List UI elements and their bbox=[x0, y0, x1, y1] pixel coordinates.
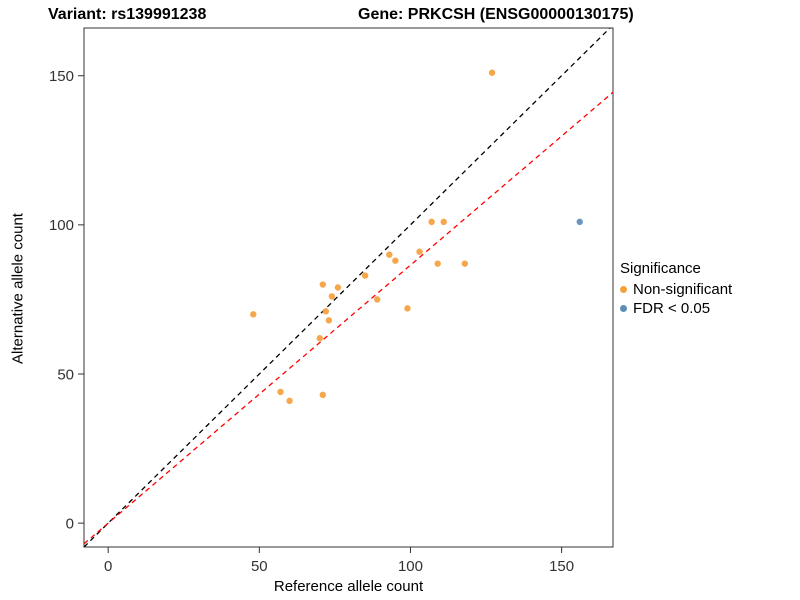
data-point bbox=[319, 391, 327, 399]
data-point bbox=[386, 251, 393, 258]
data-point bbox=[488, 69, 496, 76]
legend-entry-label: Non-significant bbox=[633, 281, 733, 298]
legend: Significance Non-significant FDR < 0.05 bbox=[620, 260, 732, 319]
y-tick-label: 0 bbox=[66, 515, 74, 532]
data-point bbox=[286, 397, 293, 405]
data-point bbox=[325, 317, 333, 324]
data-point bbox=[404, 305, 411, 312]
data-point bbox=[334, 284, 342, 291]
y-tick-label: 150 bbox=[49, 68, 74, 85]
data-point bbox=[374, 296, 381, 303]
y-tick-label: 100 bbox=[49, 217, 74, 234]
legend-entry-nonsignificant: Non-significant bbox=[620, 281, 732, 298]
data-point bbox=[328, 293, 336, 300]
x-axis-label: Reference allele count bbox=[273, 578, 424, 595]
data-point bbox=[361, 272, 369, 279]
y-axis-label: Alternative allele count bbox=[9, 213, 27, 364]
data-point bbox=[434, 260, 441, 267]
data-point bbox=[250, 311, 257, 318]
legend-entry-fdr: FDR < 0.05 bbox=[620, 300, 732, 317]
data-point bbox=[440, 218, 447, 226]
fit-line bbox=[84, 91, 613, 545]
data-point bbox=[461, 260, 469, 267]
data-point bbox=[576, 218, 583, 226]
x-tick-label: 150 bbox=[549, 558, 574, 575]
data-point bbox=[428, 218, 435, 226]
data-point bbox=[277, 388, 284, 396]
panel-border bbox=[83, 27, 614, 548]
fdr-dot-icon bbox=[620, 305, 627, 312]
data-point bbox=[416, 248, 423, 255]
gene-title: Gene: PRKCSH (ENSG00000130175) bbox=[358, 6, 634, 23]
y-tick-label: 50 bbox=[57, 366, 74, 383]
x-tick-label: 100 bbox=[398, 558, 423, 575]
nonsignificant-dot-icon bbox=[620, 286, 627, 293]
variant-title: Variant: rs139991238 bbox=[48, 6, 207, 23]
data-point bbox=[322, 308, 330, 315]
data-point bbox=[319, 281, 327, 288]
data-point bbox=[392, 257, 399, 264]
x-tick-label: 0 bbox=[104, 558, 112, 575]
legend-title: Significance bbox=[620, 260, 701, 277]
data-point bbox=[316, 335, 323, 342]
legend-entry-label: FDR < 0.05 bbox=[633, 300, 711, 317]
identity-line bbox=[84, 28, 611, 547]
x-tick-label: 50 bbox=[251, 558, 268, 575]
